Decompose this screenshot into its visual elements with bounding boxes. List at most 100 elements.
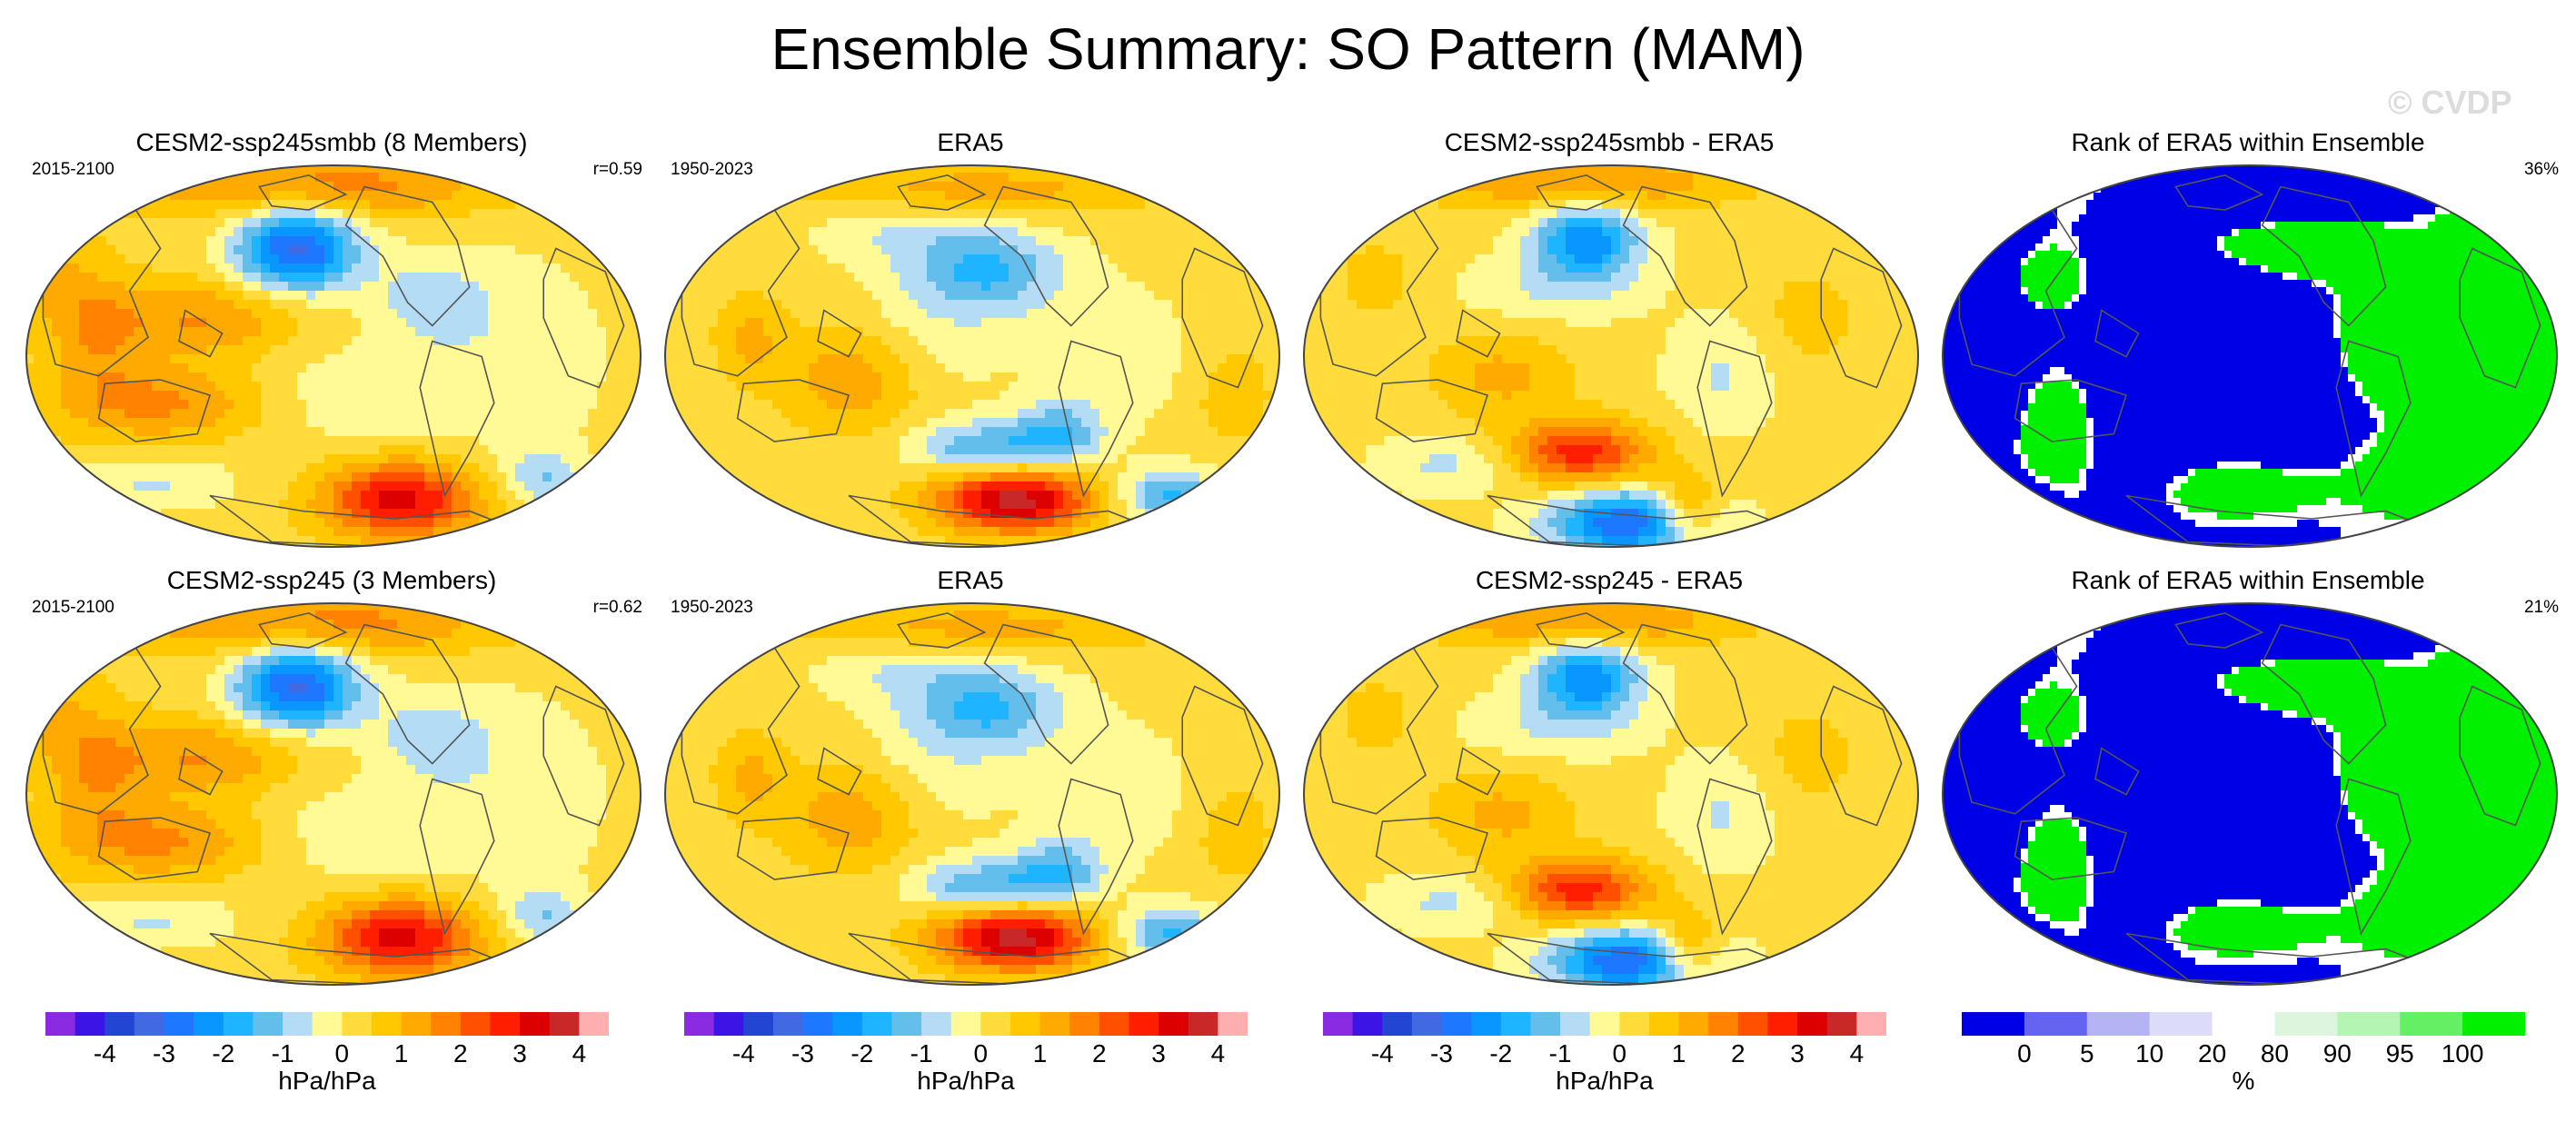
colorbar-swatch [921,1012,952,1036]
coastline [2174,174,2264,211]
coastline [897,174,987,211]
coastline [1622,185,1748,327]
panel-era5-bottom: ERA5 1950-2023 [652,565,1288,1001]
colorbar-tick-label: 0 [974,1039,989,1067]
coastline [2174,611,2264,649]
colorbar-swatch [1411,1012,1443,1036]
coastline [1375,817,1489,880]
colorbar-swatch [1099,1012,1129,1036]
coastline [1820,247,1903,389]
colorbar-swatch [832,1012,863,1036]
map-border [1942,164,2558,548]
coastline [2014,379,2128,442]
colorbar-tick-label: 1 [394,1039,409,1067]
colorbar-tick-label: -2 [850,1039,873,1067]
coastline [983,185,1109,327]
colorbar-swatch [283,1012,313,1036]
colorbar-swatch [802,1012,833,1036]
colorbar-tick-label: 2 [453,1039,468,1067]
colorbar-swatch [2149,1012,2213,1036]
colorbar-swatch [2462,1012,2525,1036]
coastline [2014,817,2128,880]
map-plot [25,164,642,548]
colorbar-swatch [1678,1012,1709,1036]
panel-diff-smbb: CESM2-ssp245smbb - ERA5 [1291,127,1927,563]
coastline [1456,309,1501,358]
panel-title: ERA5 [652,565,1288,596]
colorbar-slp-1: -4 -3 -2 -1 0 1 2 3 4 hPa/hPa [45,1012,609,1112]
colorbar-tick-label: 100 [2442,1039,2484,1067]
coastline [1696,778,1773,936]
coastlines [42,611,625,985]
colorbar-swatch [2337,1012,2401,1036]
period-label: 2015-2100 [32,160,114,180]
colorbar-swatch [1382,1012,1413,1036]
coastline [983,623,1109,765]
colorbar-swatch [1856,1012,1886,1036]
colorbar-tick-label: -2 [212,1039,234,1067]
colorbar-tick-label: -1 [272,1039,294,1067]
colorbar-tick-label: 4 [1211,1039,1226,1067]
panel-model-smbb: CESM2-ssp245smbb (8 Members) 2015-2100 r… [14,127,650,563]
panel-title: CESM2-ssp245 - ERA5 [1291,565,1927,596]
colorbar-swatch [549,1012,580,1036]
colorbar-swatch [2212,1012,2275,1036]
colorbar-swatch [490,1012,521,1036]
colorbar-swatch [1797,1012,1828,1036]
colorbar-swatch [1441,1012,1472,1036]
coastline [2094,309,2140,358]
colorbar-tick-label: -1 [1549,1039,1572,1067]
coastline [817,309,862,358]
map-border [25,164,642,548]
coastline [1181,685,1264,827]
colorbar-tick-label: 95 [2386,1039,2414,1067]
map-border [25,602,642,986]
coastline [542,247,625,389]
colorbar-slp-2: -4 -3 -2 -1 0 1 2 3 4 hPa/hPa [684,1012,1248,1112]
colorbar-swatch [371,1012,403,1036]
colorbar-swatch [1129,1012,1159,1036]
colorbar-tick-label: -1 [910,1039,933,1067]
coastline [344,623,471,765]
coastline [2261,185,2387,327]
colorbar-swatch [45,1012,76,1036]
coastline [2335,340,2412,498]
colorbar-swatch [1352,1012,1383,1036]
pattern-correlation: r=0.59 [593,160,642,180]
coastline [344,185,471,327]
rank-percent: 36% [2524,160,2559,180]
colorbar-swatch [1737,1012,1768,1036]
coastline [1456,747,1501,796]
colorbar-swatch [1530,1012,1561,1036]
panel-title: ERA5 [652,127,1288,158]
colorbar-swatches: -4 -3 -2 -1 0 1 2 3 4 [684,1012,1248,1067]
colorbar-tick-label: 5 [2080,1039,2094,1067]
panel-title: Rank of ERA5 within Ensemble [1930,127,2566,158]
map-border [1303,602,1919,986]
colorbar-swatch [401,1012,432,1036]
coastline [419,778,495,936]
cvdp-watermark: © CVDP [2388,84,2512,122]
colorbar-unit: hPa/hPa [1323,1067,1886,1096]
colorbar-swatch [75,1012,105,1036]
colorbar-swatch [743,1012,774,1036]
coastline [258,611,348,649]
coastline [1181,247,1264,389]
panel-title: Rank of ERA5 within Ensemble [1930,565,2566,596]
colorbar-tick-label: -3 [153,1039,175,1067]
coastline [1622,623,1748,765]
coastlines [42,174,625,547]
colorbar-tick-label: 4 [572,1039,587,1067]
coastline [2335,778,2412,936]
colorbar-tick-label: 1 [1033,1039,1048,1067]
map-plot [664,164,1280,548]
colorbar-swatch [1218,1012,1248,1036]
colorbar-swatch [861,1012,892,1036]
period-label: 1950-2023 [671,598,753,618]
period-label: 2015-2100 [32,598,114,618]
coastline [2459,685,2541,827]
colorbar-tick-label: 4 [1850,1039,1865,1067]
colorbar-swatch [1188,1012,1218,1036]
colorbar-slp-3: -4 -3 -2 -1 0 1 2 3 4 hPa/hPa [1323,1012,1886,1112]
coastline [1536,174,1626,211]
